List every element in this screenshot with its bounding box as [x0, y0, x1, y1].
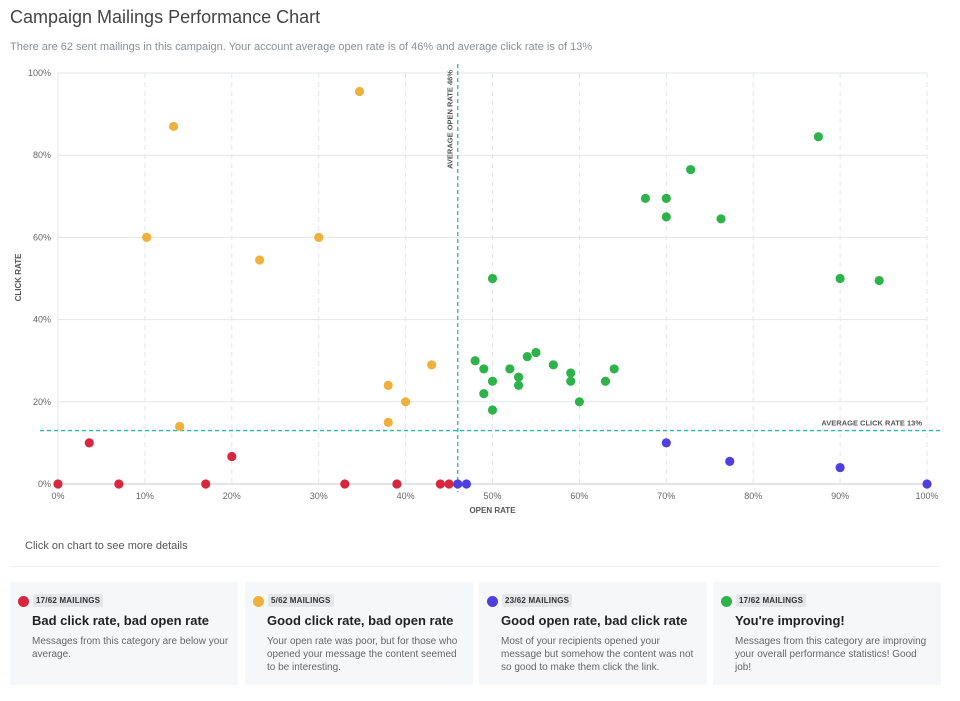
mailings-count-badge: 17/62 MAILINGS [736, 594, 807, 607]
mailing-point-orange[interactable] [142, 232, 152, 242]
performance-scatter-chart[interactable]: 0% 10% 20% 30% 40% 50% 60% 70% 80% 90% 100% 0% 20% 40… [0, 60, 960, 525]
category-card-good-click-bad-open[interactable]: 5/62 MAILINGS Good click rate, bad open … [245, 582, 473, 685]
mailing-point-blue[interactable] [922, 479, 932, 489]
mailing-point-green[interactable] [835, 273, 845, 284]
category-dot-icon [18, 596, 29, 607]
mailing-point-green[interactable] [531, 347, 541, 358]
mailing-point-green[interactable] [522, 351, 532, 362]
mailing-point-red[interactable] [201, 479, 211, 489]
category-title: Bad click rate, bad open rate [32, 613, 210, 628]
mailing-point-green[interactable] [513, 372, 524, 382]
x-axis-title: OPEN RATE [469, 506, 516, 515]
x-tick-label: 70% [657, 491, 675, 501]
mailing-point-green[interactable] [487, 273, 498, 284]
x-tick-label: 40% [397, 491, 415, 501]
x-tick-label: 30% [310, 491, 328, 501]
mailings-count-badge: 5/62 MAILINGS [268, 594, 334, 607]
x-tick-label: 90% [831, 491, 849, 501]
mailing-point-red[interactable] [340, 479, 350, 489]
x-tick-label: 50% [483, 491, 501, 501]
category-title: You're improving! [735, 613, 845, 628]
category-card-bad-bad[interactable]: 17/62 MAILINGS Bad click rate, bad open … [10, 582, 238, 685]
mailing-point-green[interactable] [661, 193, 671, 203]
mailing-point-red[interactable] [53, 479, 63, 489]
mailing-point-orange[interactable] [354, 86, 365, 97]
category-card-improving[interactable]: 17/62 MAILINGS You're improving! Message… [713, 582, 941, 685]
mailings-count-badge: 23/62 MAILINGS [502, 594, 573, 607]
mailing-point-blue[interactable] [661, 438, 671, 448]
y-tick-label: 100% [28, 68, 51, 78]
mailing-point-green[interactable] [716, 214, 726, 224]
category-description: Your open rate was poor, but for those w… [267, 636, 458, 673]
mailing-point-green[interactable] [479, 364, 489, 374]
mailing-point-green[interactable] [505, 364, 515, 374]
y-tick-label: 40% [33, 315, 51, 325]
mailing-point-blue[interactable] [461, 479, 472, 489]
chart-hint: Click on chart to see more details [25, 540, 188, 552]
x-tick-label: 0% [51, 491, 64, 501]
mailing-point-orange[interactable] [383, 417, 393, 427]
category-dot-icon [253, 596, 264, 607]
mailing-point-green[interactable] [479, 388, 489, 399]
category-dot-icon [487, 596, 498, 607]
y-tick-label: 20% [33, 397, 51, 407]
page-subtitle: There are 62 sent mailings in this campa… [10, 41, 593, 53]
mailing-point-green[interactable] [600, 376, 611, 386]
divider [10, 566, 940, 567]
mailing-point-green[interactable] [566, 376, 576, 386]
mailing-point-red[interactable] [114, 479, 124, 489]
mailing-point-green[interactable] [513, 380, 524, 390]
page-title: Campaign Mailings Performance Chart [10, 7, 321, 27]
mailing-point-blue[interactable] [725, 456, 735, 466]
category-description: Most of your recipients opened your mess… [501, 636, 694, 673]
category-dot-icon [721, 596, 732, 607]
mailing-point-blue[interactable] [453, 479, 463, 489]
y-tick-label: 0% [38, 479, 51, 489]
mailing-point-orange[interactable] [427, 360, 437, 370]
mailing-point-green[interactable] [487, 376, 498, 386]
mailing-point-green[interactable] [566, 368, 576, 378]
category-title: Good open rate, bad click rate [501, 613, 688, 628]
x-tick-label: 100% [915, 491, 938, 501]
x-tick-label: 10% [136, 491, 154, 501]
mailing-point-green[interactable] [686, 164, 696, 175]
mailing-point-green[interactable] [470, 356, 480, 366]
mailing-point-green[interactable] [548, 360, 558, 370]
mailing-point-orange[interactable] [314, 232, 324, 242]
y-tick-label: 80% [33, 150, 51, 160]
mailing-point-green[interactable] [487, 405, 498, 415]
mailing-point-orange[interactable] [401, 397, 411, 407]
mailing-point-green[interactable] [813, 132, 823, 142]
mailing-point-orange[interactable] [255, 255, 265, 265]
mailing-point-green[interactable] [574, 397, 585, 407]
mailings-count-badge: 17/62 MAILINGS [33, 594, 104, 607]
x-tick-label: 80% [744, 491, 762, 501]
y-tick-label: 60% [33, 232, 51, 242]
mailing-point-green[interactable] [640, 193, 651, 203]
mailing-point-green[interactable] [874, 275, 884, 286]
category-description: Messages from this category are below yo… [32, 636, 229, 660]
mailing-point-orange[interactable] [383, 380, 393, 390]
mailing-point-green[interactable] [609, 364, 619, 374]
mailing-point-blue[interactable] [835, 462, 845, 473]
category-card-good-open-bad-click[interactable]: 23/62 MAILINGS Good open rate, bad click… [479, 582, 707, 685]
mailing-point-green[interactable] [661, 212, 671, 222]
mailing-point-red[interactable] [392, 479, 402, 489]
mailing-point-red[interactable] [435, 479, 445, 489]
mailing-point-orange[interactable] [175, 421, 185, 432]
mailing-point-red[interactable] [227, 451, 237, 462]
avg-click-rate-label: AVERAGE CLICK RATE 13% [821, 419, 922, 428]
x-tick-label: 60% [570, 491, 588, 501]
x-tick-label: 20% [223, 491, 241, 501]
mailing-point-red[interactable] [84, 438, 94, 448]
mailing-point-red[interactable] [444, 479, 454, 489]
avg-open-rate-label: AVERAGE OPEN RATE 46% [446, 70, 455, 169]
mailing-point-orange[interactable] [168, 121, 179, 132]
y-axis-title: CLICK RATE [14, 253, 23, 302]
category-title: Good click rate, bad open rate [267, 613, 454, 628]
category-description: Messages from this category are improvin… [735, 636, 927, 673]
